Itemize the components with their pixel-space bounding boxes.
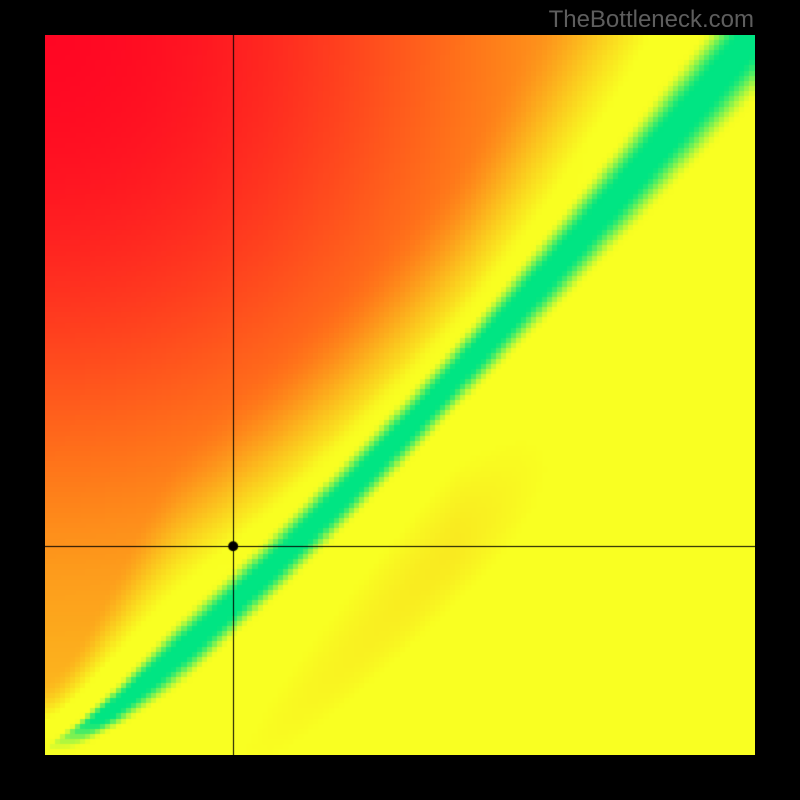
- chart-container: TheBottleneck.com: [0, 0, 800, 800]
- watermark-text: TheBottleneck.com: [549, 6, 754, 34]
- bottleneck-heatmap: [45, 35, 755, 755]
